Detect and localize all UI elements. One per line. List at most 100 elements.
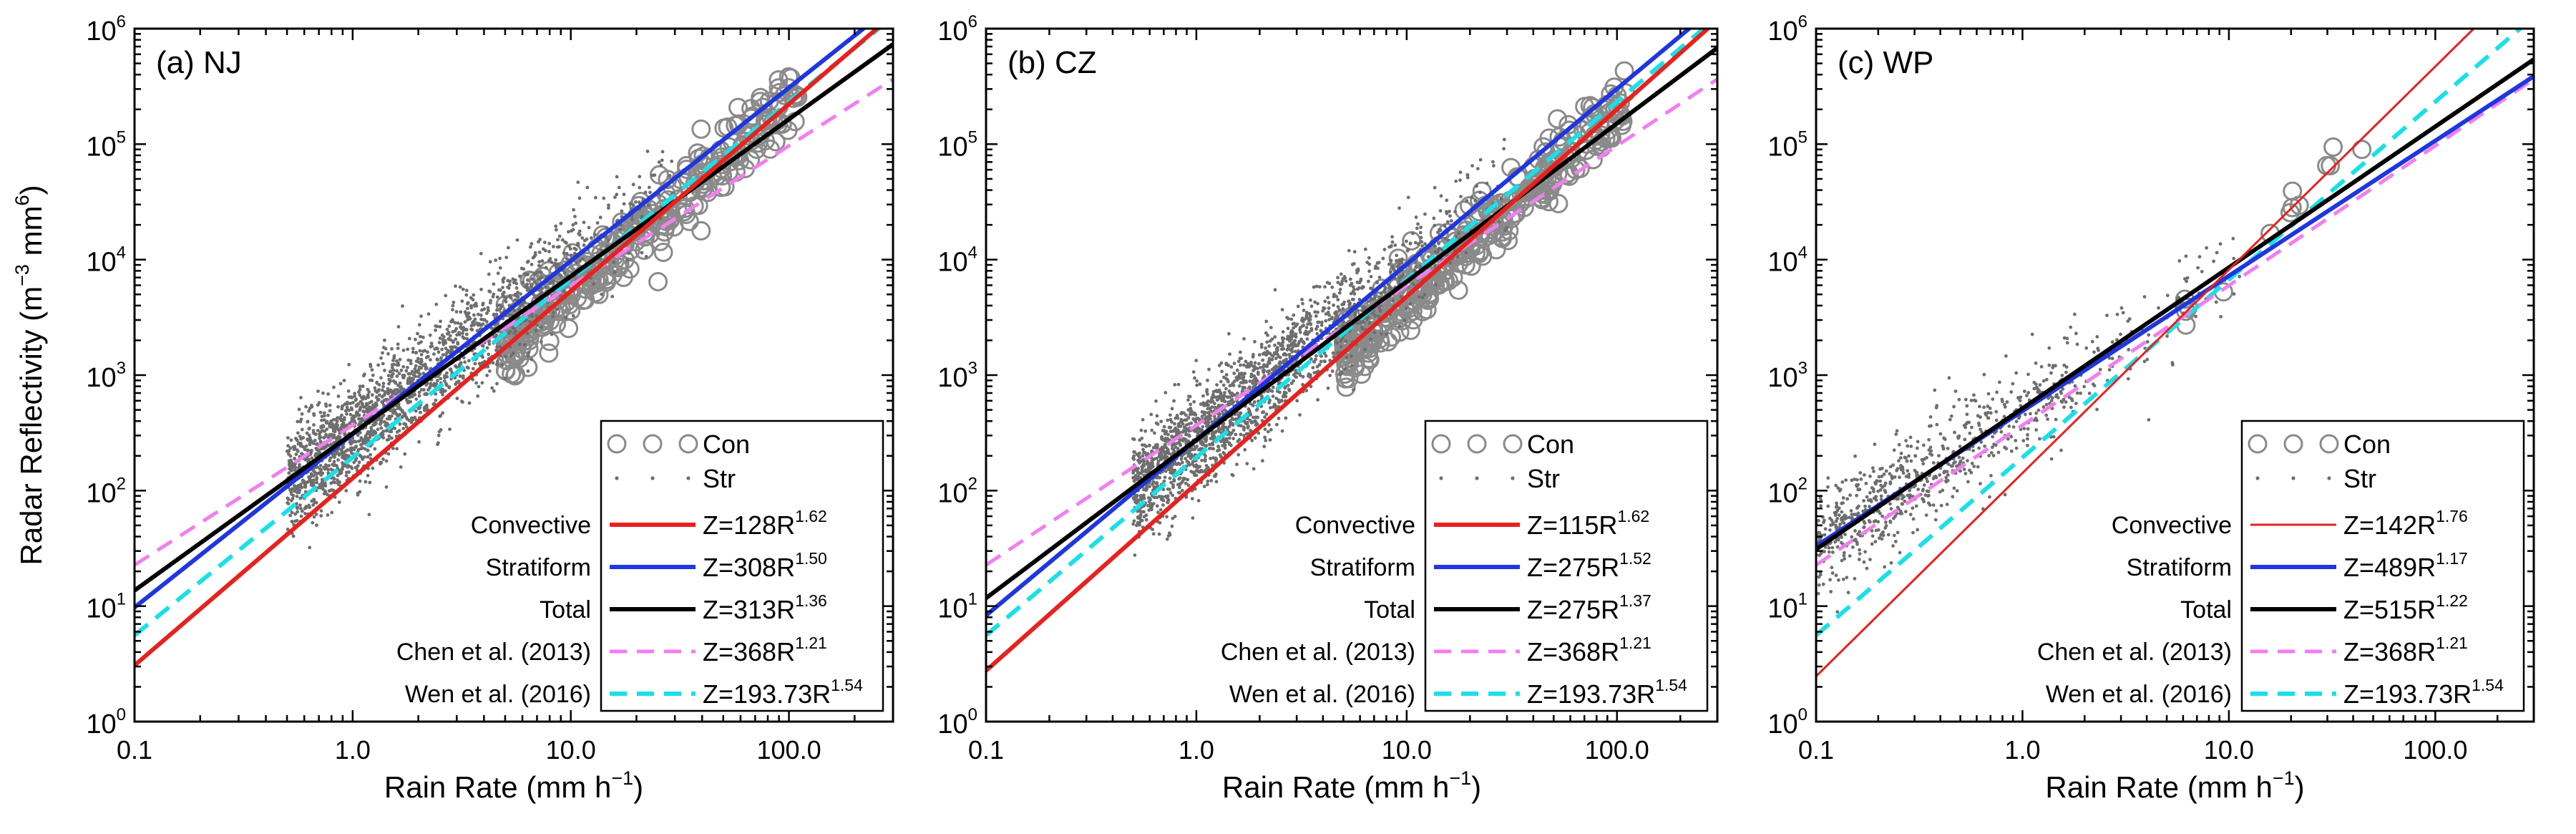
y-tick-exp: 1 [117, 590, 126, 609]
str-point [1159, 420, 1163, 423]
str-point [381, 362, 385, 366]
str-point [1270, 354, 1274, 357]
str-point [456, 397, 459, 400]
str-point [1312, 360, 1316, 364]
legend-equation-base: Z=313R [703, 595, 795, 624]
str-point [1292, 322, 1295, 326]
str-point [359, 436, 363, 440]
str-point [1339, 288, 1342, 291]
str-point [391, 359, 395, 362]
str-point [371, 368, 374, 372]
str-point [439, 414, 442, 417]
str-point [1171, 444, 1174, 447]
con-point [650, 273, 667, 291]
str-point [397, 325, 401, 329]
x-tick-label: 10.0 [546, 735, 596, 765]
str-point [472, 298, 475, 301]
str-point [574, 221, 577, 225]
str-point [401, 427, 405, 430]
str-point [399, 386, 402, 389]
str-point [1250, 439, 1254, 442]
str-point [1167, 467, 1171, 471]
str-point [312, 474, 316, 477]
str-point [400, 369, 404, 372]
str-point [350, 420, 353, 423]
str-point [356, 402, 360, 406]
str-point [1224, 440, 1227, 443]
str-point [366, 388, 370, 392]
str-point [1138, 515, 1142, 518]
str-point [1181, 439, 1185, 442]
str-point [599, 215, 602, 219]
str-point [1195, 445, 1199, 448]
str-point [337, 394, 341, 398]
str-point [1272, 386, 1275, 389]
str-point [1314, 314, 1318, 318]
str-point [362, 440, 366, 444]
str-point [531, 278, 535, 281]
str-point [1340, 273, 1343, 276]
str-point [371, 374, 375, 377]
str-point [420, 358, 424, 362]
str-point [1287, 317, 1290, 321]
str-point [1171, 447, 1175, 451]
str-point [1370, 275, 1373, 278]
str-point [479, 324, 483, 327]
str-point [436, 379, 439, 382]
str-point [345, 474, 348, 477]
str-point [1138, 523, 1141, 527]
str-point [1205, 390, 1209, 394]
str-point [329, 467, 333, 471]
str-point [1160, 437, 1163, 441]
str-point [1464, 251, 1468, 254]
legend-equation-base: Z=193.73R [703, 679, 831, 709]
str-point [313, 414, 316, 417]
str-point [550, 333, 554, 336]
str-point [428, 386, 431, 389]
str-point [1238, 377, 1241, 380]
str-point [472, 367, 475, 371]
str-point [1331, 369, 1335, 373]
str-point [315, 472, 318, 475]
str-point [361, 409, 365, 413]
y-axis-label-mid: mm [14, 205, 48, 264]
str-point [1139, 518, 1143, 521]
y-axis-label-exp1: −3 [11, 264, 33, 286]
str-point [1209, 479, 1213, 483]
str-point [1354, 314, 1357, 317]
str-point [417, 368, 421, 372]
str-point [1209, 414, 1212, 417]
str-point [1147, 508, 1151, 512]
str-point [399, 358, 402, 362]
str-point [577, 232, 580, 236]
str-point [1391, 241, 1395, 244]
str-point [420, 353, 424, 357]
str-point [328, 404, 332, 407]
str-point [1324, 319, 1327, 323]
str-point [1261, 459, 1264, 462]
str-point [1500, 198, 1503, 201]
str-point [1377, 314, 1380, 318]
str-point [1337, 308, 1341, 311]
str-point [559, 222, 562, 226]
str-point [1156, 481, 1159, 485]
str-point [399, 382, 402, 385]
str-point [383, 420, 386, 424]
x-axis-label-exp: −1 [611, 767, 633, 789]
str-point [533, 272, 537, 276]
str-point [1232, 372, 1236, 375]
str-point [1397, 206, 1401, 210]
str-point [592, 282, 595, 286]
str-point [420, 388, 424, 392]
str-point [1458, 178, 1462, 182]
str-point [536, 271, 540, 274]
str-point [1220, 362, 1224, 365]
str-point [1140, 437, 1143, 440]
y-tick-label: 101 [86, 590, 126, 624]
str-point [1456, 255, 1460, 258]
str-point [454, 329, 457, 333]
str-point [1189, 407, 1192, 410]
str-point [298, 503, 302, 507]
